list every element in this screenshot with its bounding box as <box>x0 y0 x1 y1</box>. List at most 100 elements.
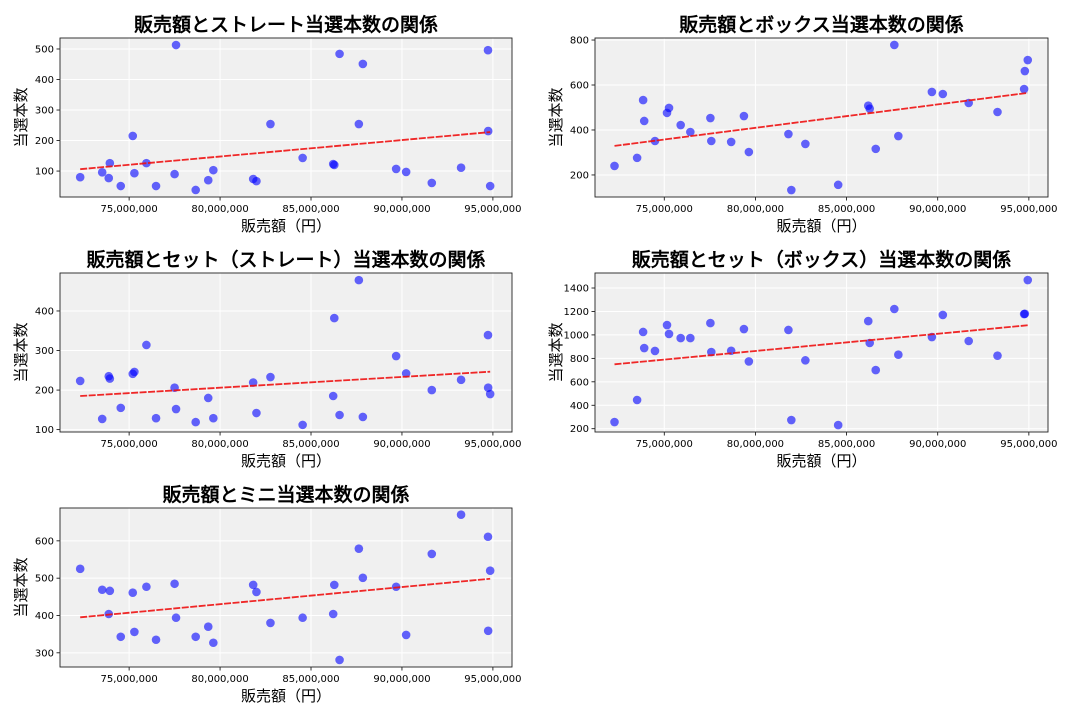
y-tick-label: 300 <box>35 648 54 659</box>
x-tick-label: 90,000,000 <box>909 204 966 215</box>
data-point <box>354 119 364 129</box>
data-point <box>650 346 660 356</box>
data-point <box>427 385 437 395</box>
data-point <box>401 630 411 640</box>
x-tick-label: 85,000,000 <box>282 674 339 685</box>
data-point <box>266 618 275 628</box>
x-axis-label: 販売額（円） <box>776 452 866 470</box>
data-point <box>1020 309 1030 319</box>
x-axis-label: 販売額（円） <box>241 452 331 470</box>
data-point <box>209 638 218 648</box>
data-point <box>871 365 881 375</box>
data-point <box>1019 84 1029 94</box>
x-tick-label: 80,000,000 <box>191 204 248 215</box>
x-tick-label: 95,000,000 <box>464 439 521 450</box>
data-point <box>116 181 126 191</box>
y-axis-label: 当選本数 <box>12 87 30 147</box>
y-tick-label: 400 <box>35 306 54 317</box>
data-point <box>329 580 339 590</box>
chart-title: 販売額とストレート当選本数の関係 <box>134 13 438 36</box>
x-tick-label: 85,000,000 <box>282 204 339 215</box>
data-point <box>97 167 107 177</box>
x-tick-label: 85,000,000 <box>818 439 875 450</box>
y-tick-label: 200 <box>570 170 589 181</box>
y-tick-label: 400 <box>35 611 54 622</box>
axes-frame <box>59 37 513 198</box>
data-point <box>483 45 493 55</box>
x-tick-label: 75,000,000 <box>636 439 693 450</box>
x-tick-label: 75,000,000 <box>636 204 693 215</box>
y-tick-label: 300 <box>35 106 54 117</box>
data-point <box>191 632 200 642</box>
data-point <box>686 127 695 137</box>
x-tick-label: 75,000,000 <box>100 204 157 215</box>
data-point <box>298 613 307 623</box>
y-tick-label: 800 <box>570 36 589 47</box>
data-point <box>632 153 642 163</box>
data-point <box>130 168 139 178</box>
plot-area <box>595 273 1048 432</box>
y-tick-label: 100 <box>35 167 54 178</box>
data-point <box>248 580 258 590</box>
data-point <box>209 413 218 423</box>
data-point <box>894 350 903 360</box>
data-point <box>664 103 674 113</box>
plot-area <box>595 38 1048 197</box>
data-point <box>784 325 793 335</box>
x-tick-label: 90,000,000 <box>373 204 430 215</box>
data-point <box>171 404 181 414</box>
trend-line <box>80 131 491 171</box>
data-point <box>676 333 685 343</box>
data-point <box>890 304 899 314</box>
data-point <box>252 408 261 418</box>
y-axis-label: 当選本数 <box>547 322 565 382</box>
data-point <box>130 367 139 377</box>
y-tick-label: 600 <box>35 536 54 547</box>
x-tick-label: 75,000,000 <box>100 674 157 685</box>
data-point <box>638 95 648 105</box>
data-point <box>298 420 307 430</box>
y-tick-label: 500 <box>35 44 54 55</box>
data-point <box>171 613 181 623</box>
data-point <box>676 120 685 130</box>
data-point <box>116 403 126 413</box>
data-point <box>456 510 466 520</box>
data-point <box>427 549 437 559</box>
data-point <box>335 655 344 665</box>
data-point <box>485 389 495 399</box>
data-point <box>632 395 642 405</box>
data-point <box>335 49 344 59</box>
data-point <box>726 137 736 147</box>
data-point <box>203 622 213 631</box>
chart-title: 販売額とセット（ボックス）当選本数の関係 <box>632 248 1011 271</box>
data-point <box>142 340 151 350</box>
data-point <box>639 116 649 126</box>
axes-frame <box>59 272 513 433</box>
y-axis-label: 当選本数 <box>12 322 30 382</box>
x-tick-label: 95,000,000 <box>464 204 521 215</box>
data-point <box>787 185 796 195</box>
data-point <box>105 586 115 596</box>
data-point <box>104 173 114 183</box>
data-point <box>128 131 138 141</box>
data-point <box>863 316 873 326</box>
data-point <box>739 324 749 334</box>
chart-title: 販売額とボックス当選本数の関係 <box>679 13 963 36</box>
data-point <box>358 59 368 69</box>
data-point <box>801 139 810 149</box>
data-point <box>298 153 307 163</box>
data-point <box>610 161 619 171</box>
subplot-4: 75,000,000 80,000,000 85,000,000 90,000,000… <box>547 248 1057 470</box>
data-point <box>739 111 749 121</box>
data-point <box>485 181 495 191</box>
data-point <box>75 564 85 574</box>
data-point <box>354 544 364 553</box>
data-point <box>964 336 974 346</box>
data-point <box>706 318 715 328</box>
data-point <box>252 176 261 186</box>
trend-line <box>614 91 1028 147</box>
data-point <box>354 275 364 285</box>
y-tick-label: 800 <box>570 354 589 365</box>
plot-area <box>60 273 512 432</box>
data-point <box>833 420 843 430</box>
